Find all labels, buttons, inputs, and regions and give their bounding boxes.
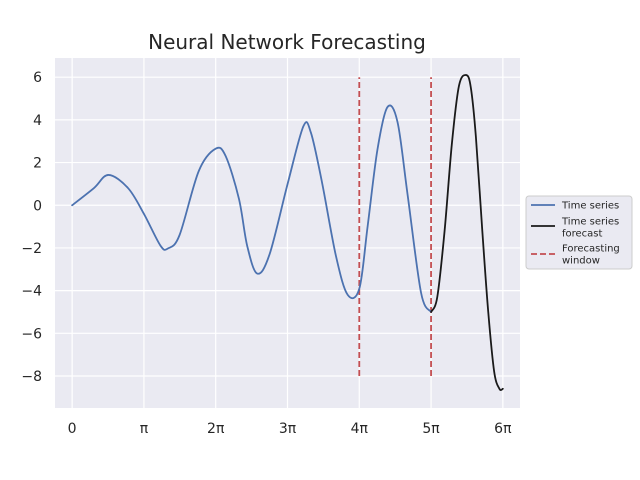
grid <box>55 58 520 408</box>
y-tick-label: 6 <box>33 70 42 86</box>
x-tick-label: π <box>140 421 149 437</box>
legend-box <box>525 195 633 270</box>
x-tick-label: 6π <box>494 421 512 437</box>
y-tick-label: −8 <box>21 369 42 385</box>
legend-label: window <box>562 256 600 267</box>
y-tick-label: 2 <box>33 156 42 172</box>
x-tick-label: 4π <box>351 421 369 437</box>
x-tick-label: 2π <box>207 421 225 437</box>
y-tick-label: −4 <box>21 284 42 300</box>
legend-label: forecast <box>562 229 603 240</box>
time-series-line <box>71 104 433 313</box>
x-tick-label: 0 <box>68 421 77 437</box>
legend-label: Time series <box>561 201 619 212</box>
x-tick-label: 3π <box>279 421 297 437</box>
y-tick-label: −6 <box>21 326 42 342</box>
y-tick-label: 0 <box>33 198 42 214</box>
legend-label: Forecasting <box>562 244 620 255</box>
tick-labels: 0 π 2π 3π 4π 5π 6π 6 4 2 0 −2 −4 −6 −8 <box>21 70 512 437</box>
forecast-line <box>430 74 504 391</box>
x-tick-label: 5π <box>422 421 440 437</box>
y-tick-label: 4 <box>33 113 42 129</box>
y-tick-label: −2 <box>21 241 42 257</box>
chart-title: Neural Network Forecasting <box>148 30 426 54</box>
series-layer <box>71 74 504 391</box>
legend-label: Time series <box>561 217 619 228</box>
